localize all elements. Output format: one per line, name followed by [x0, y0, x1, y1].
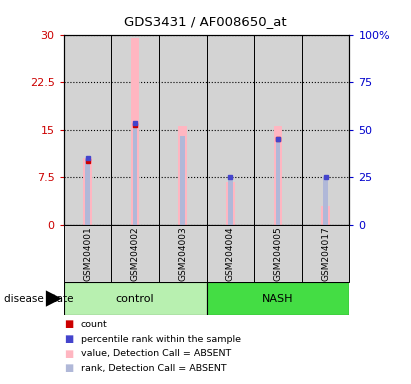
- Bar: [274, 126, 282, 225]
- Bar: [178, 126, 187, 225]
- Bar: [131, 38, 139, 225]
- Text: GSM204002: GSM204002: [131, 226, 140, 281]
- Bar: [111, 35, 159, 225]
- Text: value, Detection Call = ABSENT: value, Detection Call = ABSENT: [81, 349, 231, 358]
- Text: GSM204003: GSM204003: [178, 226, 187, 281]
- Bar: [64, 35, 111, 225]
- Bar: [302, 35, 349, 225]
- Bar: [228, 177, 233, 225]
- Text: GSM204001: GSM204001: [83, 226, 92, 281]
- Bar: [206, 282, 349, 315]
- Bar: [111, 225, 159, 282]
- Text: ■: ■: [64, 334, 73, 344]
- Bar: [83, 158, 92, 225]
- Text: NASH: NASH: [262, 293, 294, 304]
- Text: GDS3431 / AF008650_at: GDS3431 / AF008650_at: [124, 15, 287, 28]
- Text: percentile rank within the sample: percentile rank within the sample: [81, 334, 241, 344]
- Bar: [275, 139, 280, 225]
- Bar: [206, 225, 254, 282]
- Bar: [159, 225, 206, 282]
- Polygon shape: [46, 290, 62, 307]
- Bar: [64, 225, 111, 282]
- Text: ■: ■: [64, 319, 73, 329]
- Bar: [323, 177, 328, 225]
- Text: GSM204004: GSM204004: [226, 226, 235, 281]
- Text: control: control: [116, 293, 155, 304]
- Text: ■: ■: [64, 349, 73, 359]
- Bar: [302, 225, 349, 282]
- Text: GSM204005: GSM204005: [273, 226, 282, 281]
- Bar: [180, 136, 185, 225]
- Text: count: count: [81, 320, 108, 329]
- Bar: [226, 182, 235, 225]
- Bar: [321, 206, 330, 225]
- Bar: [254, 35, 302, 225]
- Text: rank, Detection Call = ABSENT: rank, Detection Call = ABSENT: [81, 364, 226, 373]
- Text: ■: ■: [64, 363, 73, 373]
- Bar: [64, 282, 206, 315]
- Text: disease state: disease state: [4, 293, 74, 304]
- Bar: [254, 225, 302, 282]
- Bar: [133, 123, 138, 225]
- Bar: [85, 158, 90, 225]
- Bar: [159, 35, 206, 225]
- Bar: [206, 35, 254, 225]
- Text: GSM204017: GSM204017: [321, 226, 330, 281]
